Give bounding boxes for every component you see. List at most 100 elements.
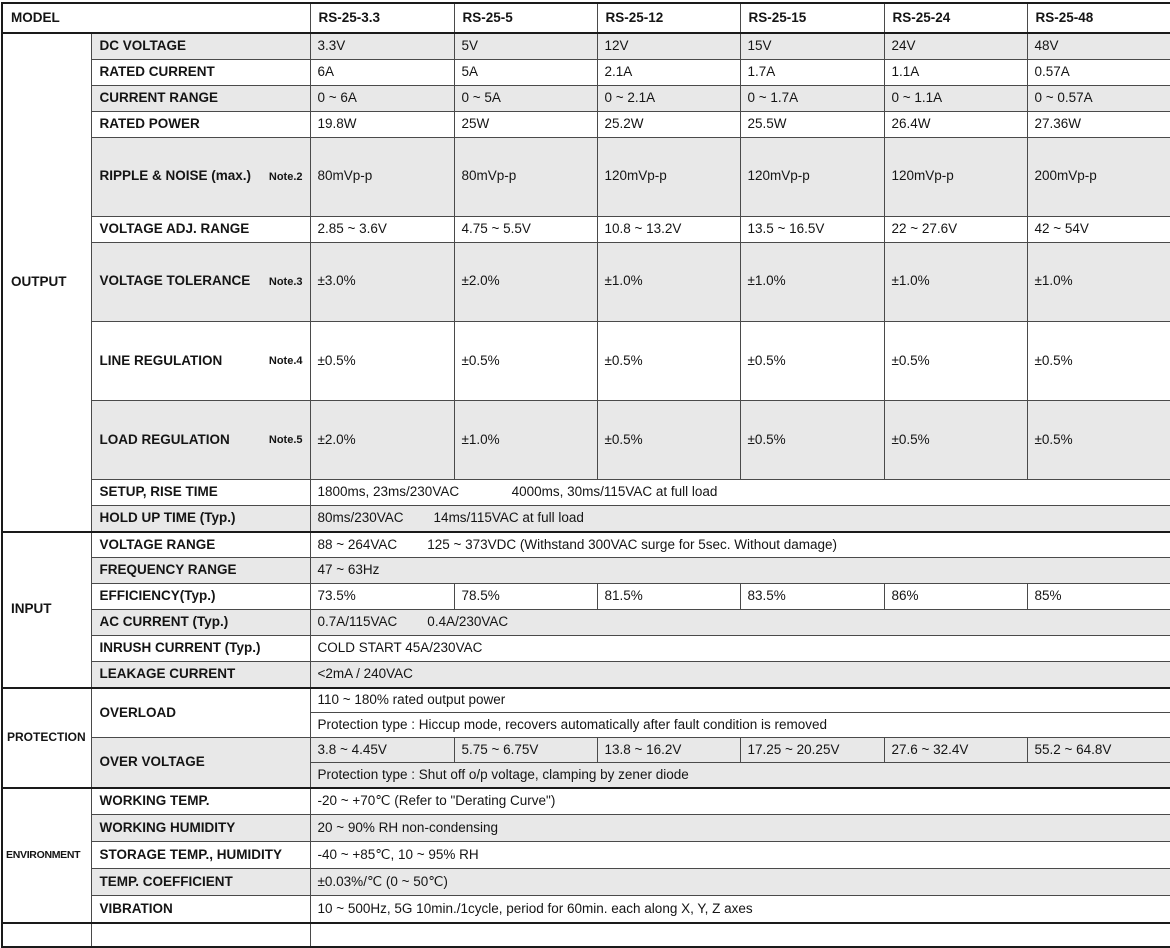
- value-cell-span: -20 ~ +70℃ (Refer to "Derating Curve"): [309, 786, 1170, 816]
- value-cell: 0 ~ 0.57A: [1026, 84, 1170, 112]
- spec-row-inrush-current: INRUSH CURRENT (Typ.) COLD START 45A/230…: [2, 635, 1170, 663]
- value-cell: 55.2 ~ 64.8V: [1026, 737, 1170, 764]
- row-label-current-range: CURRENT RANGE: [90, 84, 311, 112]
- spec-row-voltage-tolerance: VOLTAGE TOLERANCE Note.3 ±3.0% ±2.0% ±1.0…: [2, 241, 1170, 322]
- row-label-efficiency: EFFICIENCY(Typ.): [90, 583, 311, 611]
- value-cell-span: Protection type : Shut off o/p voltage, …: [309, 762, 1170, 789]
- spec-row-ripple-noise: RIPPLE & NOISE (max.) Note.2 80mVp-p 80mV…: [2, 136, 1170, 217]
- spec-row-overload-range: PROTECTION OVERLOAD 110 ~ 180% rated out…: [1, 686, 1170, 789]
- spec-row-working-temp: ENVIRONMENT WORKING TEMP. -20 ~ +70℃ (Re…: [1, 786, 1170, 924]
- spec-row-rated-current: RATED CURRENT 6A 5A 2.1A 1.7A 1.1A 0.57A: [2, 58, 1170, 86]
- next-section-partial-row: [1, 921, 1170, 948]
- value-cell: 5V: [453, 32, 598, 60]
- value-cell: ±0.5%: [1026, 400, 1170, 481]
- spec-row-rated-power: RATED POWER 19.8W 25W 25.2W 25.5W 26.4W …: [2, 110, 1170, 138]
- value-cell: 120mVp-p: [739, 136, 885, 217]
- value-cell: 0 ~ 1.7A: [739, 84, 885, 112]
- value-cell-span: <2mA / 240VAC: [309, 661, 1170, 689]
- value-cell: 13.5 ~ 16.5V: [739, 215, 885, 243]
- value-cell-span: 88 ~ 264VAC 125 ~ 373VDC (Withstand 300V…: [309, 530, 1170, 559]
- value-cell-span: 110 ~ 180% rated output power: [309, 686, 1170, 714]
- model-header-rs-25-5: RS-25-5: [453, 2, 598, 34]
- value-cell: 19.8W: [309, 110, 455, 138]
- value-cell: 22 ~ 27.6V: [883, 215, 1028, 243]
- value-cell: 25.2W: [596, 110, 741, 138]
- value-cell: 3.3V: [309, 32, 455, 60]
- value-cell: 0 ~ 2.1A: [596, 84, 741, 112]
- value-cell-span: 80ms/230VAC 14ms/115VAC at full load: [309, 505, 1170, 533]
- value-cell: 81.5%: [596, 583, 741, 611]
- value-cell: ±1.0%: [453, 400, 598, 481]
- value-cell: ±2.0%: [453, 241, 598, 322]
- value-cell: 25.5W: [739, 110, 885, 138]
- value-cell: ±0.5%: [596, 400, 741, 481]
- row-label-text: RIPPLE & NOISE (max.): [99, 168, 252, 184]
- value-cell: 1.7A: [739, 58, 885, 86]
- value-cell-span: 1800ms, 23ms/230VAC 4000ms, 30ms/115VAC …: [309, 479, 1170, 507]
- section-label-input: INPUT: [1, 530, 92, 689]
- value-cell: 86%: [883, 583, 1028, 611]
- model-header-row: MODEL RS-25-3.3 RS-25-5 RS-25-12 RS-25-1…: [1, 2, 1170, 34]
- value-cell: 0.57A: [1026, 58, 1170, 86]
- spec-row-dc-voltage: OUTPUT DC VOLTAGE 3.3V 5V 12V 15V 24V 48…: [1, 32, 1170, 533]
- value-cell: ±0.5%: [739, 320, 885, 402]
- row-label-load-regulation: LOAD REGULATION Note.5: [90, 400, 311, 481]
- row-label-overload: OVERLOAD: [90, 686, 311, 739]
- value-cell: 5.75 ~ 6.75V: [453, 737, 598, 764]
- value-cell: 25W: [453, 110, 598, 138]
- value-cell: 85%: [1026, 583, 1170, 611]
- model-header-rs-25-3-3: RS-25-3.3: [309, 2, 455, 34]
- spec-row-load-regulation: LOAD REGULATION Note.5 ±2.0% ±1.0% ±0.5% …: [2, 400, 1170, 481]
- value-cell: ±1.0%: [739, 241, 885, 322]
- note-ref: Note.4: [268, 355, 303, 367]
- next-row-label: [90, 921, 311, 948]
- row-label-line-regulation: LINE REGULATION Note.4: [90, 320, 311, 402]
- value-cell-span: -40 ~ +85℃, 10 ~ 95% RH: [309, 841, 1170, 870]
- section-label-protection: PROTECTION: [1, 686, 92, 789]
- model-header-rs-25-12: RS-25-12: [596, 2, 741, 34]
- value-cell: 1.1A: [883, 58, 1028, 86]
- value-cell: 15V: [739, 32, 885, 60]
- value-cell: 12V: [596, 32, 741, 60]
- value-cell: 27.36W: [1026, 110, 1170, 138]
- row-label-leakage-current: LEAKAGE CURRENT: [90, 661, 311, 689]
- value-cell-span: 0.7A/115VAC 0.4A/230VAC: [309, 609, 1170, 637]
- value-cell: 6A: [309, 58, 455, 86]
- spec-row-efficiency: EFFICIENCY(Typ.) 73.5% 78.5% 81.5% 83.5%…: [2, 583, 1170, 611]
- next-section-label: [1, 921, 92, 948]
- value-cell: ±0.5%: [883, 320, 1028, 402]
- value-cell: 13.8 ~ 16.2V: [596, 737, 741, 764]
- value-cell: 200mVp-p: [1026, 136, 1170, 217]
- value-cell: 4.75 ~ 5.5V: [453, 215, 598, 243]
- value-cell: 2.85 ~ 3.6V: [309, 215, 455, 243]
- value-cell: ±0.5%: [309, 320, 455, 402]
- value-cell-span: COLD START 45A/230VAC: [309, 635, 1170, 663]
- row-label-working-temp: WORKING TEMP.: [90, 786, 311, 816]
- value-cell: 48V: [1026, 32, 1170, 60]
- row-label-working-humidity: WORKING HUMIDITY: [90, 814, 311, 843]
- value-cell: 0 ~ 6A: [309, 84, 455, 112]
- value-cell: ±0.5%: [1026, 320, 1170, 402]
- spec-row-temp-coefficient: TEMP. COEFFICIENT ±0.03%/℃ (0 ~ 50℃): [2, 868, 1170, 897]
- row-label-ripple-noise: RIPPLE & NOISE (max.) Note.2: [90, 136, 311, 217]
- value-cell-span: 47 ~ 63Hz: [309, 557, 1170, 585]
- row-label-voltage-adj-range: VOLTAGE ADJ. RANGE: [90, 215, 311, 243]
- value-cell: 24V: [883, 32, 1028, 60]
- value-cell-span: 10 ~ 500Hz, 5G 10min./1cycle, period for…: [309, 895, 1170, 924]
- row-label-voltage-range: VOLTAGE RANGE: [90, 530, 311, 559]
- model-header-rs-25-24: RS-25-24: [883, 2, 1028, 34]
- spec-row-over-voltage-range: OVER VOLTAGE 3.8 ~ 4.45V 5.75 ~ 6.75V 13…: [2, 737, 1170, 789]
- row-label-ac-current: AC CURRENT (Typ.): [90, 609, 311, 637]
- row-label-over-voltage: OVER VOLTAGE: [90, 737, 311, 789]
- value-cell: 26.4W: [883, 110, 1028, 138]
- spec-row-vibration: VIBRATION 10 ~ 500Hz, 5G 10min./1cycle, …: [2, 895, 1170, 924]
- row-label-inrush-current: INRUSH CURRENT (Typ.): [90, 635, 311, 663]
- value-cell: ±3.0%: [309, 241, 455, 322]
- section-label-output: OUTPUT: [1, 32, 92, 533]
- row-label-setup-rise-time: SETUP, RISE TIME: [90, 479, 311, 507]
- value-cell-span: ±0.03%/℃ (0 ~ 50℃): [309, 868, 1170, 897]
- next-row-value: [309, 921, 1170, 948]
- value-cell: ±2.0%: [309, 400, 455, 481]
- row-label-text: LINE REGULATION: [99, 352, 223, 368]
